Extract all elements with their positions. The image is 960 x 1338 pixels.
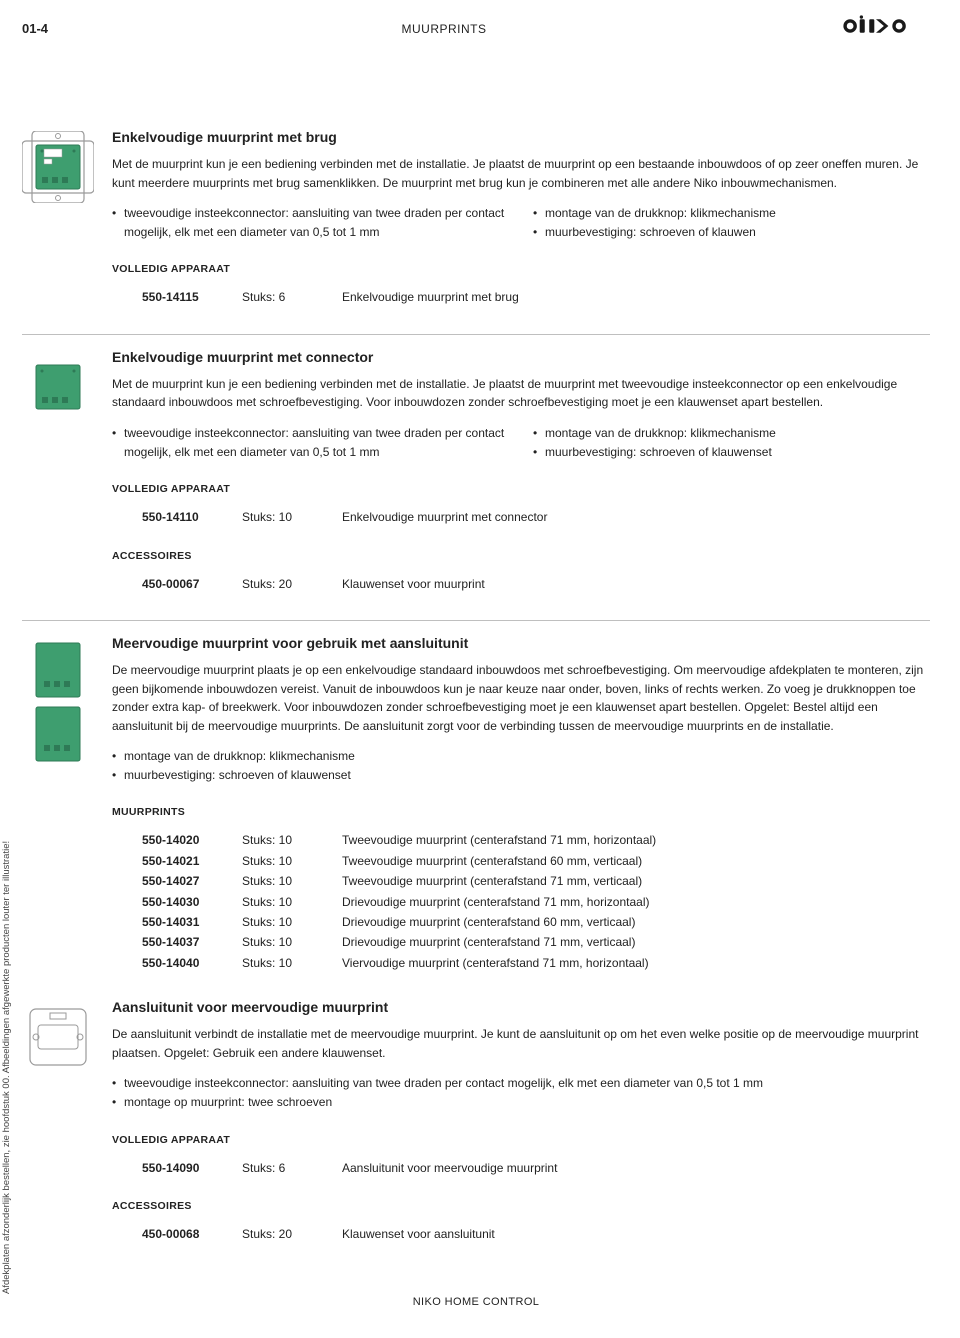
- sku: 550-14027: [142, 871, 242, 891]
- bullets: montage van de drukknop: klikmechanisme …: [112, 747, 930, 784]
- sku: 550-14110: [142, 507, 242, 527]
- desc: Aansluitunit voor meervoudige muurprint: [342, 1158, 930, 1178]
- desc: Tweevoudige muurprint (centerafstand 71 …: [342, 830, 930, 850]
- desc: Klauwenset voor muurprint: [342, 574, 930, 594]
- group-heading: MUURPRINTS: [112, 806, 930, 818]
- qty: Stuks: 10: [242, 830, 342, 850]
- group-heading: ACCESSOIRES: [112, 1200, 930, 1212]
- qty: Stuks: 10: [242, 892, 342, 912]
- bullet: tweevoudige insteekconnector: aansluitin…: [112, 1074, 930, 1093]
- qty: Stuks: 10: [242, 871, 342, 891]
- sku: 550-14115: [142, 287, 242, 307]
- sku: 550-14020: [142, 830, 242, 850]
- table-row: 450-00067 Stuks: 20 Klauwenset voor muur…: [112, 574, 930, 594]
- desc: Drievoudige muurprint (centerafstand 71 …: [342, 892, 930, 912]
- desc: Tweevoudige muurprint (centerafstand 71 …: [342, 871, 930, 891]
- section-body: De aansluitunit verbindt de installatie …: [112, 1025, 930, 1062]
- bullet: montage op muurprint: twee schroeven: [112, 1093, 930, 1112]
- table-row: 450-00068 Stuks: 20 Klauwenset voor aans…: [112, 1224, 930, 1244]
- bullets: tweevoudige insteekconnector: aansluitin…: [112, 204, 930, 241]
- sku: 550-14090: [142, 1158, 242, 1178]
- page-title: MUURPRINTS: [402, 22, 487, 36]
- sku: 450-00068: [142, 1224, 242, 1244]
- sku: 450-00067: [142, 574, 242, 594]
- sku: 550-14037: [142, 932, 242, 952]
- product-image: [22, 999, 112, 1244]
- qty: Stuks: 10: [242, 507, 342, 527]
- section-body: Met de muurprint kun je een bediening ve…: [112, 155, 930, 192]
- bullet: muurbevestiging: schroeven of klauwenset: [112, 766, 930, 785]
- desc: Tweevoudige muurprint (centerafstand 60 …: [342, 851, 930, 871]
- sku: 550-14040: [142, 953, 242, 973]
- niko-logo: [840, 12, 930, 45]
- qty: Stuks: 10: [242, 932, 342, 952]
- table-row: 550-14037Stuks: 10Drievoudige muurprint …: [112, 932, 930, 952]
- desc: Drievoudige muurprint (centerafstand 71 …: [342, 932, 930, 952]
- bullets: tweevoudige insteekconnector: aansluitin…: [112, 1074, 930, 1111]
- table-row: 550-14110 Stuks: 10 Enkelvoudige muurpri…: [112, 507, 930, 527]
- qty: Stuks: 6: [242, 287, 342, 307]
- page-ref: 01-4: [22, 21, 48, 36]
- section-meervoudig: Meervoudige muurprint voor gebruik met a…: [22, 620, 930, 999]
- table-row: 550-14021Stuks: 10Tweevoudige muurprint …: [112, 851, 930, 871]
- table-row: 550-14040Stuks: 10Viervoudige muurprint …: [112, 953, 930, 973]
- bullet: tweevoudige insteekconnector: aansluitin…: [112, 424, 509, 461]
- bullets: tweevoudige insteekconnector: aansluitin…: [112, 424, 930, 461]
- table-row: 550-14030Stuks: 10Drievoudige muurprint …: [112, 892, 930, 912]
- bullet: muurbevestiging: schroeven of klauwenset: [533, 443, 930, 462]
- sku: 550-14030: [142, 892, 242, 912]
- qty: Stuks: 10: [242, 912, 342, 932]
- side-disclaimer: Afdekplaten afzonderlijk bestellen, zie …: [1, 841, 12, 1294]
- desc: Klauwenset voor aansluitunit: [342, 1224, 930, 1244]
- product-image: [22, 635, 112, 973]
- section-brug: Enkelvoudige muurprint met brug Met de m…: [22, 115, 930, 334]
- bullet: montage van de drukknop: klikmechanisme: [533, 204, 930, 223]
- qty: Stuks: 10: [242, 953, 342, 973]
- table-row: 550-14031Stuks: 10Drievoudige muurprint …: [112, 912, 930, 932]
- section-title: Aansluitunit voor meervoudige muurprint: [112, 999, 930, 1015]
- bullet: montage van de drukknop: klikmechanisme: [533, 424, 930, 443]
- qty: Stuks: 20: [242, 1224, 342, 1244]
- section-connector: Enkelvoudige muurprint met connector Met…: [22, 334, 930, 620]
- table-row: 550-14027Stuks: 10Tweevoudige muurprint …: [112, 871, 930, 891]
- page-footer: NIKO HOME CONTROL: [22, 1296, 930, 1308]
- group-heading: VOLLEDIG APPARAAT: [112, 483, 930, 495]
- desc: Enkelvoudige muurprint met brug: [342, 287, 930, 307]
- qty: Stuks: 10: [242, 851, 342, 871]
- table-row: 550-14020Stuks: 10Tweevoudige muurprint …: [112, 830, 930, 850]
- section-title: Enkelvoudige muurprint met connector: [112, 349, 930, 365]
- table-row: 550-14090 Stuks: 6 Aansluitunit voor mee…: [112, 1158, 930, 1178]
- section-body: De meervoudige muurprint plaats je op ee…: [112, 661, 930, 735]
- sku: 550-14031: [142, 912, 242, 932]
- desc: Enkelvoudige muurprint met connector: [342, 507, 930, 527]
- group-heading: ACCESSOIRES: [112, 550, 930, 562]
- bullet: tweevoudige insteekconnector: aansluitin…: [112, 204, 509, 241]
- page-header: 01-4 MUURPRINTS: [22, 12, 930, 45]
- desc: Viervoudige muurprint (centerafstand 71 …: [342, 953, 930, 973]
- section-aansluitunit: Aansluitunit voor meervoudige muurprint …: [22, 999, 930, 1270]
- product-image: [22, 349, 112, 594]
- section-title: Enkelvoudige muurprint met brug: [112, 129, 930, 145]
- bullet: montage van de drukknop: klikmechanisme: [112, 747, 930, 766]
- qty: Stuks: 20: [242, 574, 342, 594]
- qty: Stuks: 6: [242, 1158, 342, 1178]
- desc: Drievoudige muurprint (centerafstand 60 …: [342, 912, 930, 932]
- section-body: Met de muurprint kun je een bediening ve…: [112, 375, 930, 412]
- group-heading: VOLLEDIG APPARAAT: [112, 1134, 930, 1146]
- table-row: 550-14115 Stuks: 6 Enkelvoudige muurprin…: [112, 287, 930, 307]
- product-image: [22, 129, 112, 308]
- bullet: muurbevestiging: schroeven of klauwen: [533, 223, 930, 242]
- group-heading: VOLLEDIG APPARAAT: [112, 263, 930, 275]
- section-title: Meervoudige muurprint voor gebruik met a…: [112, 635, 930, 651]
- sku: 550-14021: [142, 851, 242, 871]
